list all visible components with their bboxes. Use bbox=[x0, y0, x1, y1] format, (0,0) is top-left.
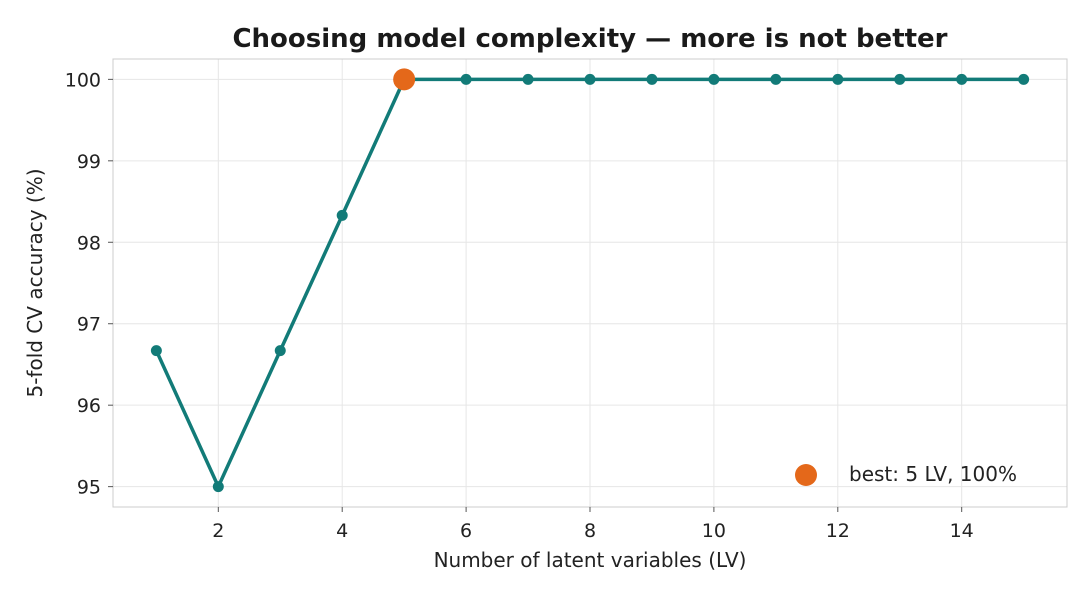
data-point bbox=[956, 73, 968, 85]
best-point-marker bbox=[393, 68, 416, 91]
y-tick-label: 95 bbox=[77, 477, 101, 499]
data-point bbox=[274, 345, 286, 357]
y-tick-label: 100 bbox=[65, 69, 101, 91]
x-tick-label: 8 bbox=[584, 520, 596, 542]
x-tick-label: 4 bbox=[336, 520, 348, 542]
y-tick-label: 96 bbox=[77, 395, 101, 417]
data-point bbox=[832, 73, 844, 85]
data-point bbox=[460, 73, 472, 85]
data-point bbox=[770, 73, 782, 85]
x-axis: 2 4 6 8 10 12 14 bbox=[212, 507, 974, 542]
x-tick-label: 10 bbox=[702, 520, 726, 542]
chart-title: Choosing model complexity — more is not … bbox=[232, 24, 947, 54]
data-point bbox=[522, 73, 534, 85]
legend-label-best: best: 5 LV, 100% bbox=[849, 462, 1017, 486]
x-axis-label: Number of latent variables (LV) bbox=[434, 548, 747, 572]
data-point bbox=[584, 73, 596, 85]
series-layer bbox=[150, 68, 1030, 493]
x-tick-label: 6 bbox=[460, 520, 472, 542]
data-point bbox=[336, 209, 348, 221]
data-point bbox=[708, 73, 720, 85]
legend: best: 5 LV, 100% bbox=[795, 462, 1017, 486]
y-tick-label: 97 bbox=[77, 314, 101, 336]
data-point bbox=[646, 73, 658, 85]
x-tick-label: 2 bbox=[212, 520, 224, 542]
y-axis-label: 5-fold CV accuracy (%) bbox=[23, 168, 47, 397]
y-tick-label: 98 bbox=[77, 232, 101, 254]
y-tick-label: 99 bbox=[77, 151, 101, 173]
data-point bbox=[212, 481, 224, 493]
x-tick-label: 12 bbox=[826, 520, 850, 542]
x-tick-label: 14 bbox=[950, 520, 974, 542]
data-point bbox=[150, 345, 162, 357]
grid bbox=[113, 59, 1067, 507]
data-point bbox=[894, 73, 906, 85]
y-axis: 95 96 97 98 99 100 bbox=[65, 69, 113, 499]
legend-marker-best bbox=[795, 464, 817, 486]
data-point bbox=[1018, 73, 1030, 85]
